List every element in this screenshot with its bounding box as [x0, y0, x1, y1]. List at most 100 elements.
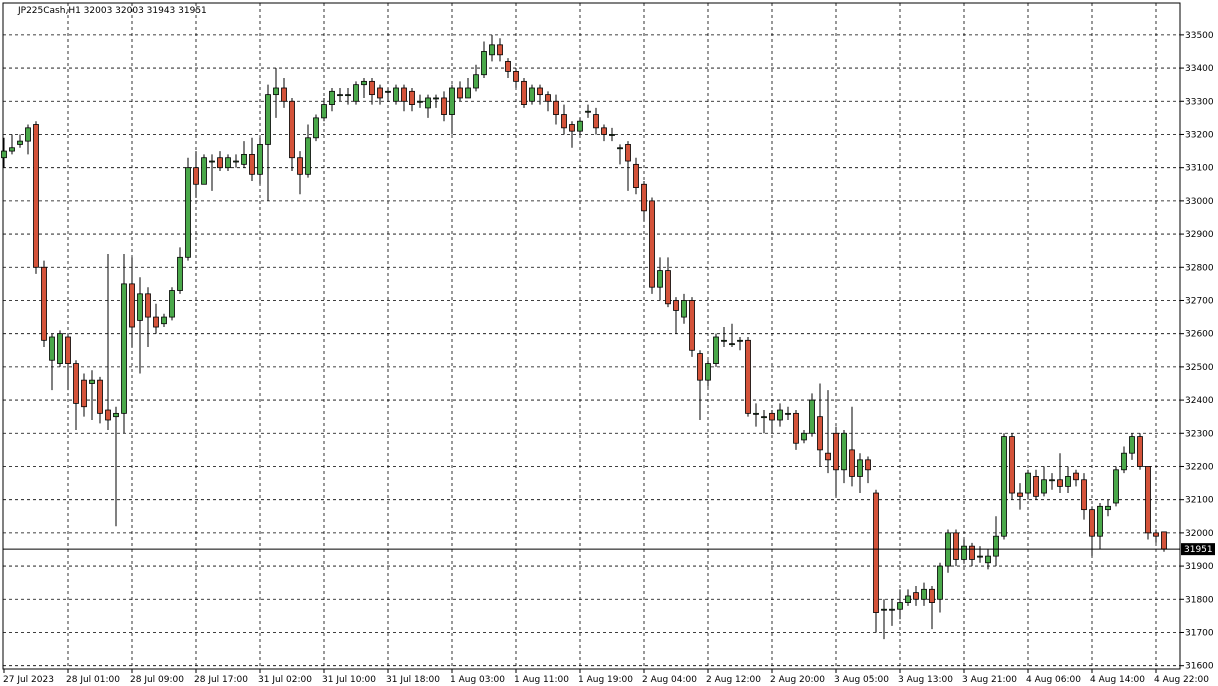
candle-body [257, 144, 263, 175]
candle-body [809, 399, 815, 434]
candle-body [505, 61, 511, 72]
candle-body [233, 160, 239, 163]
x-tick-label: 4 Aug 06:00 [1026, 675, 1081, 685]
x-tick-label: 28 Jul 01:00 [66, 675, 120, 685]
x-tick-label: 4 Aug 14:00 [1090, 675, 1145, 685]
candle-body [609, 134, 615, 136]
candle-body [1025, 472, 1031, 494]
candle-body [673, 300, 679, 311]
x-tick-label: 28 Jul 09:00 [130, 675, 184, 685]
candle-body [985, 555, 991, 564]
x-tick-label: 1 Aug 11:00 [514, 675, 569, 685]
candle-body [1001, 436, 1007, 537]
candle-body [1145, 466, 1151, 534]
candle-body [753, 412, 759, 415]
candle-body [857, 459, 863, 477]
candle-body [897, 602, 903, 610]
candle-body [1, 150, 7, 159]
candle-body [761, 416, 767, 419]
candle-body [289, 100, 295, 159]
candle-body [889, 608, 895, 611]
candle-body [801, 432, 807, 441]
x-tick-label: 4 Aug 22:00 [1154, 675, 1209, 685]
candle-body [993, 535, 999, 557]
candle-body [1105, 505, 1111, 511]
candle-body [465, 87, 471, 99]
y-tick-label: 33300 [1185, 97, 1214, 107]
candle-body [953, 532, 959, 560]
y-tick-label: 32000 [1185, 529, 1214, 539]
candle-body [1009, 436, 1015, 494]
candle-body [169, 290, 175, 318]
candle-body [929, 588, 935, 603]
candle-body [41, 266, 47, 341]
y-tick-label: 32800 [1185, 263, 1214, 273]
candle-body [441, 97, 447, 115]
candle-body [1081, 479, 1087, 511]
candle-body [9, 147, 15, 152]
candle-body [25, 127, 31, 142]
grid [3, 3, 1184, 673]
candle-body [873, 492, 879, 613]
candle-body [265, 94, 271, 145]
candle-body [769, 412, 775, 421]
candle-body [689, 300, 695, 351]
candle-body [1113, 469, 1119, 504]
plot-frame [2, 2, 1181, 670]
candle-body [937, 565, 943, 600]
candle-body [545, 94, 551, 102]
candle-body [297, 157, 303, 175]
candle-body [433, 97, 439, 100]
candle-body [641, 183, 647, 212]
candle-body [881, 608, 887, 611]
candle-body [369, 80, 375, 96]
candle-body [497, 44, 503, 56]
candle-body [849, 449, 855, 477]
candle-body [137, 293, 143, 321]
candle-body [105, 409, 111, 421]
candle-body [1041, 479, 1047, 494]
candle-body [65, 336, 71, 364]
candle-body [217, 157, 223, 169]
candle-body [777, 409, 783, 421]
chart-title: JP225Cash,H1 32003 32003 31943 31951 [17, 6, 207, 16]
candle-body [745, 339, 751, 414]
y-tick-label: 31800 [1185, 595, 1214, 605]
candle-body [1065, 476, 1071, 487]
y-tick-label: 33000 [1185, 197, 1214, 207]
candle-body [721, 339, 727, 342]
y-tick-label: 32300 [1185, 429, 1214, 439]
candle-body [657, 270, 663, 288]
candle-body [473, 74, 479, 89]
candle-body [161, 316, 167, 325]
y-tick-label: 32200 [1185, 462, 1214, 472]
candle-body [913, 592, 919, 600]
candle-body [57, 333, 63, 364]
candle-body [585, 110, 591, 113]
y-tick-label: 33500 [1185, 31, 1214, 41]
y-tick-label: 32100 [1185, 496, 1214, 506]
x-tick-label: 3 Aug 13:00 [898, 675, 953, 685]
current-price-label: 31951 [1184, 545, 1213, 555]
candle-body [377, 87, 383, 99]
candle-body [1161, 531, 1167, 550]
candle-body [1129, 436, 1135, 454]
y-tick-label: 33100 [1185, 164, 1214, 174]
candle-body [977, 555, 983, 558]
candle-body [841, 432, 847, 471]
candle-body [1033, 476, 1039, 497]
candle-body [225, 157, 231, 169]
candle-body [1121, 452, 1127, 471]
candle-body [457, 87, 463, 99]
candle-body [713, 336, 719, 364]
x-tick-label: 2 Aug 12:00 [706, 675, 761, 685]
y-tick-label: 31700 [1185, 628, 1214, 638]
candle-body [417, 100, 423, 103]
candle-body [425, 97, 431, 109]
candle-body [1137, 436, 1143, 467]
candle-body [481, 51, 487, 76]
x-tick-label: 28 Jul 17:00 [194, 675, 248, 685]
candle-body [329, 90, 335, 105]
candle-body [281, 87, 287, 102]
candle-body [537, 87, 543, 96]
